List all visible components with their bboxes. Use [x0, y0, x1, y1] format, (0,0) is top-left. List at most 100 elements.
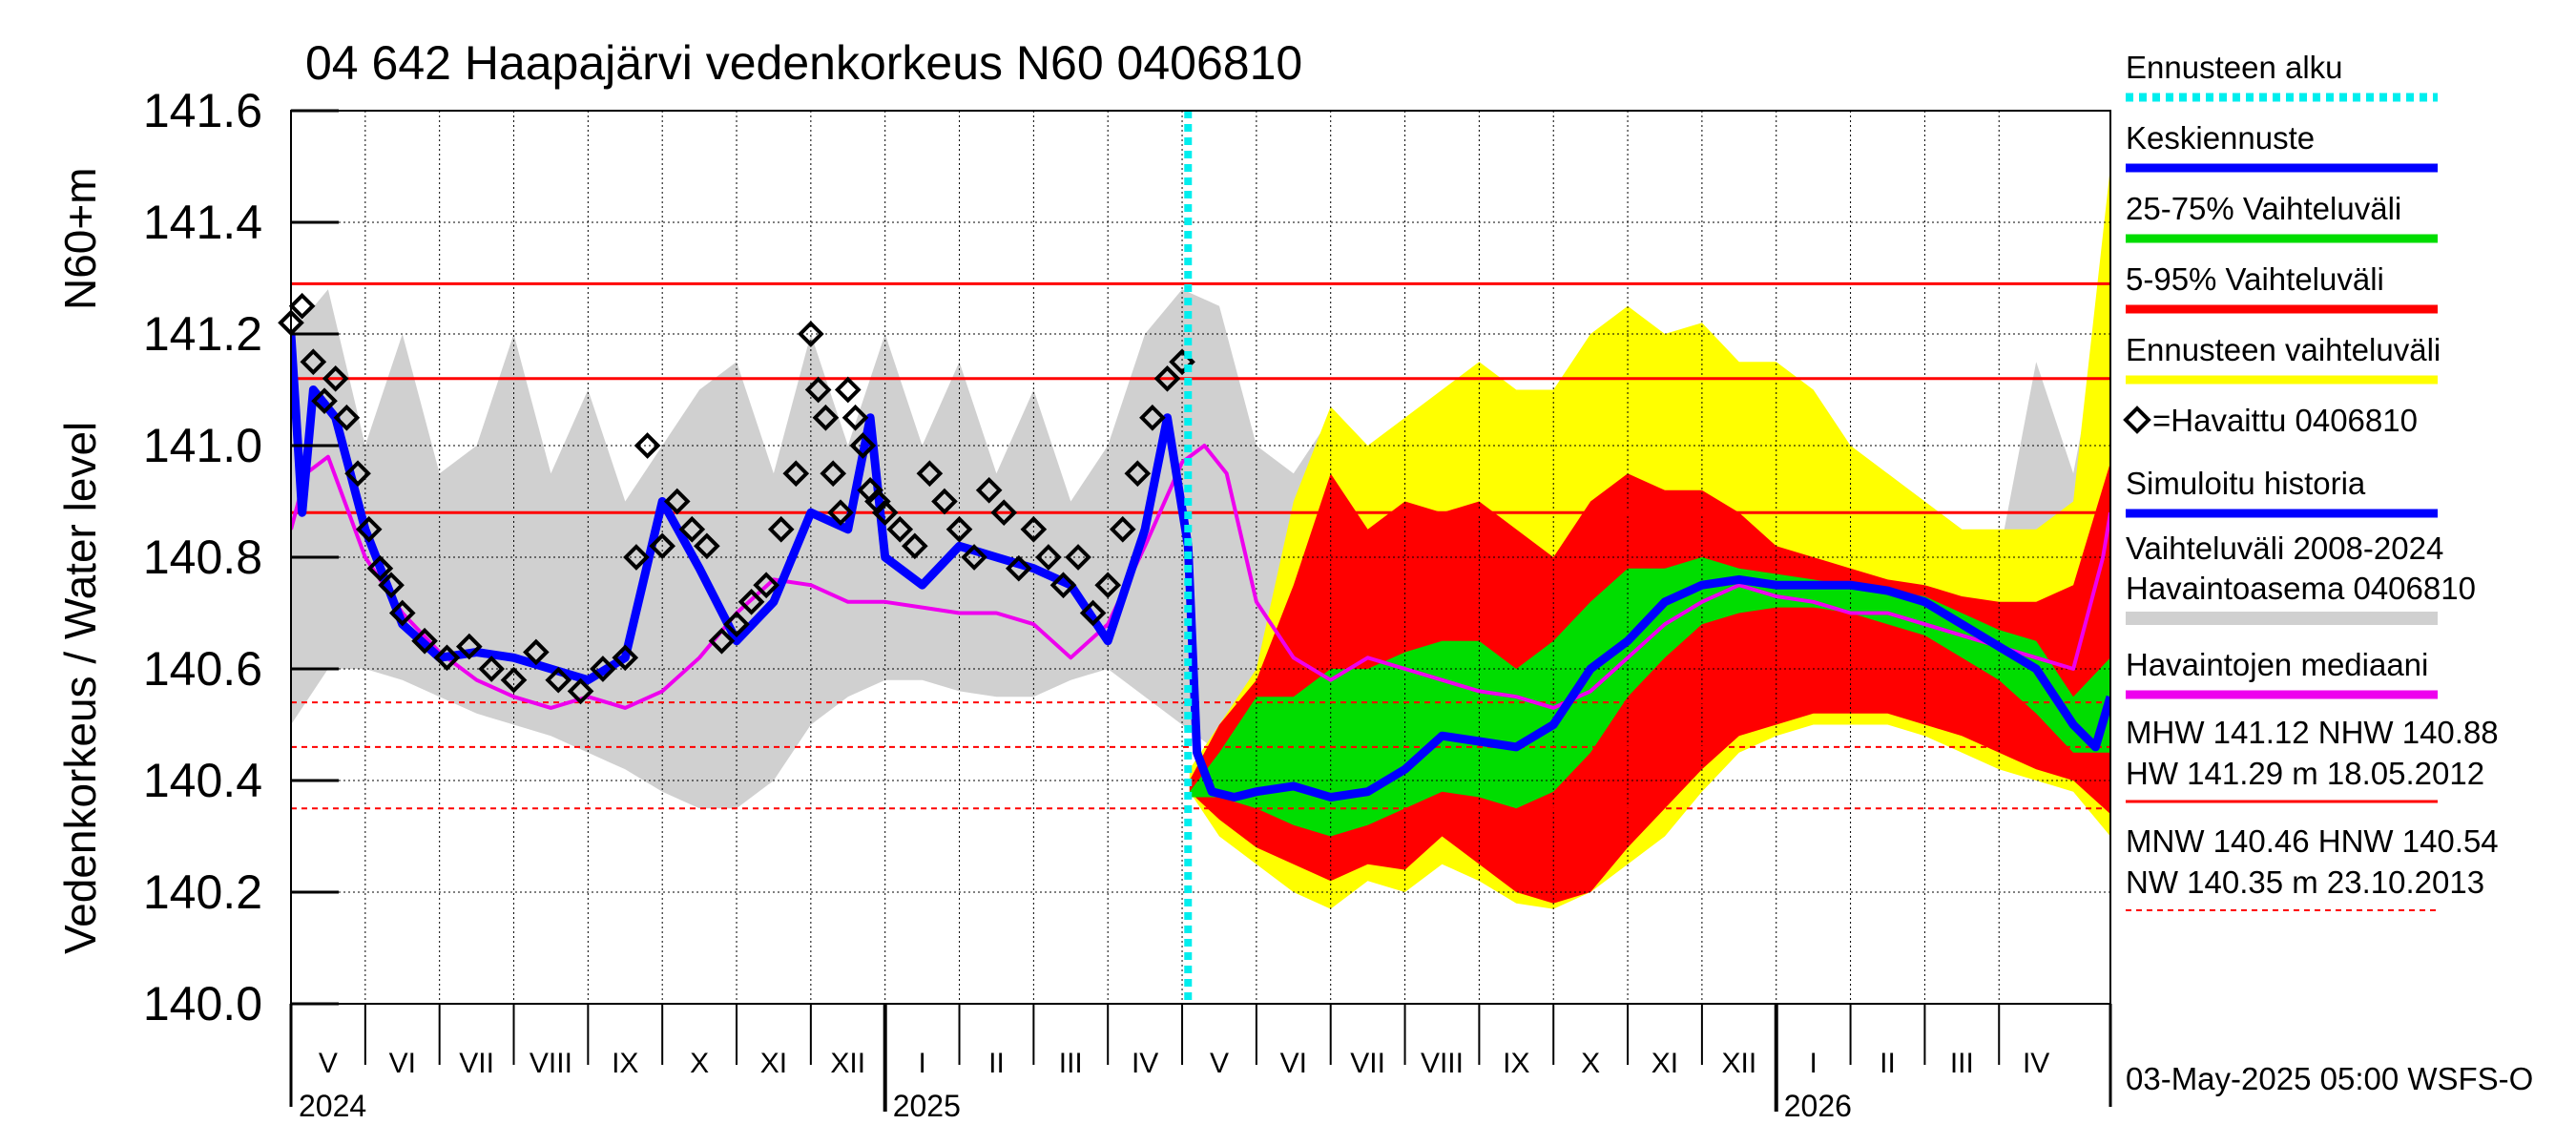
observed-point	[834, 376, 862, 404]
x-month-label: II	[988, 1048, 1005, 1079]
observed-point	[694, 532, 720, 560]
x-month-label: IV	[2023, 1048, 2049, 1079]
observed-point	[1049, 572, 1077, 599]
legend-label: Havaintojen mediaani	[2126, 647, 2428, 682]
observed-point	[455, 633, 483, 660]
observed-point	[678, 515, 706, 543]
y-tick-label: 140.4	[143, 754, 262, 807]
observed-point	[1020, 515, 1048, 543]
observed-point	[1139, 404, 1166, 431]
observed-point	[737, 588, 765, 615]
x-month-label: VII	[459, 1048, 494, 1079]
series-keskiennuste	[1183, 546, 2110, 802]
observed-point	[333, 404, 361, 431]
x-month-label: XI	[1652, 1048, 1678, 1079]
stats-line-2: HW 141.29 m 18.05.2012	[2126, 756, 2484, 791]
observed-point	[886, 515, 914, 543]
y-tick-label: 140.0	[143, 977, 262, 1030]
y-axis-unit: N60+m	[55, 167, 105, 310]
footer-timestamp: 03-May-2025 05:00 WSFS-O	[2126, 1061, 2533, 1096]
y-axis-title: Vedenkorkeus / Water level	[55, 422, 105, 954]
legend-label: Vaihteluväli 2008-2024	[2126, 531, 2443, 566]
observed-point	[723, 611, 750, 638]
x-month-label: VII	[1350, 1048, 1385, 1079]
chart-title: 04 642 Haapajärvi vedenkorkeus N60 04068…	[305, 36, 1302, 90]
observed-point	[1035, 544, 1062, 571]
x-month-label: V	[1210, 1048, 1229, 1079]
x-month-label: VIII	[530, 1048, 572, 1079]
observed-point	[1124, 460, 1152, 488]
x-month-label: X	[690, 1048, 709, 1079]
observed-point	[841, 404, 869, 431]
observed-point	[902, 532, 928, 560]
observed-point	[378, 572, 405, 599]
observed-point	[812, 404, 840, 431]
observed-point	[612, 644, 639, 672]
x-month-label: I	[1809, 1048, 1817, 1079]
x-month-label: VI	[1280, 1048, 1307, 1079]
legend-label: Keskiennuste	[2126, 120, 2315, 156]
y-tick-label: 141.4	[143, 196, 262, 249]
observed-point	[916, 460, 944, 488]
legend-label: 25-75% Vaihteluväli	[2126, 191, 2401, 226]
observed-point	[1094, 572, 1122, 599]
observed-point	[871, 499, 899, 527]
stats-line-3: MNW 140.46 HNW 140.54	[2126, 823, 2499, 859]
observed-point	[663, 488, 691, 515]
observed-point	[708, 627, 736, 655]
observed-point	[590, 656, 616, 682]
observed-point	[1109, 515, 1136, 543]
observed-point	[849, 432, 877, 459]
x-month-label: XII	[1721, 1048, 1756, 1079]
x-month-label: VIII	[1421, 1048, 1464, 1079]
observed-point	[990, 499, 1018, 527]
observed-point	[411, 627, 438, 655]
x-year-label: 2026	[1784, 1089, 1852, 1123]
observed-point	[945, 515, 973, 543]
observed-point	[1153, 364, 1181, 392]
observed-point	[523, 638, 550, 666]
x-month-label: IX	[1503, 1048, 1529, 1079]
x-month-label: XII	[830, 1048, 865, 1079]
observed-point	[975, 476, 1003, 504]
x-month-label: III	[1059, 1048, 1083, 1079]
observed-point	[366, 554, 394, 582]
observed-point	[433, 644, 461, 672]
x-month-label: XI	[760, 1048, 787, 1079]
observed-point	[1065, 544, 1091, 571]
series-havaintojen-mediaani	[291, 444, 2110, 710]
x-year-label: 2025	[893, 1089, 961, 1123]
observed-point	[931, 488, 958, 515]
y-tick-label: 141.0	[143, 419, 262, 472]
observed-point	[767, 515, 795, 543]
x-month-label: I	[918, 1048, 925, 1079]
observed-point	[288, 292, 316, 320]
observed-point	[782, 460, 810, 488]
observed-point	[1005, 554, 1032, 582]
legend-marker-observed	[2123, 406, 2151, 434]
legend-label: Ennusteen alku	[2126, 50, 2343, 85]
observed-point	[388, 599, 416, 627]
observed-point	[311, 387, 338, 415]
y-tick-label: 140.8	[143, 531, 262, 584]
observed-point	[804, 376, 832, 404]
observed-point	[1079, 599, 1107, 627]
legend-label-line2: Havaintoasema 0406810	[2126, 571, 2476, 606]
observed-point	[355, 515, 383, 543]
observed-point	[623, 544, 650, 571]
observed-point	[634, 432, 661, 459]
band-25-75-vaihteluv-li	[1189, 557, 2110, 837]
legend-label: 5-95% Vaihteluväli	[2126, 261, 2384, 297]
observed-point	[344, 460, 371, 488]
legend-label: Ennusteen vaihteluväli	[2126, 332, 2441, 367]
y-tick-label: 140.6	[143, 642, 262, 696]
x-year-label: 2024	[299, 1089, 366, 1123]
observed-point	[820, 460, 847, 488]
x-month-label: II	[1880, 1048, 1896, 1079]
legend-label: Simuloitu historia	[2126, 466, 2366, 501]
observed-point	[798, 321, 824, 347]
observed-point	[753, 572, 779, 599]
legend-label: =Havaittu 0406810	[2152, 403, 2418, 438]
observed-point	[567, 677, 594, 705]
